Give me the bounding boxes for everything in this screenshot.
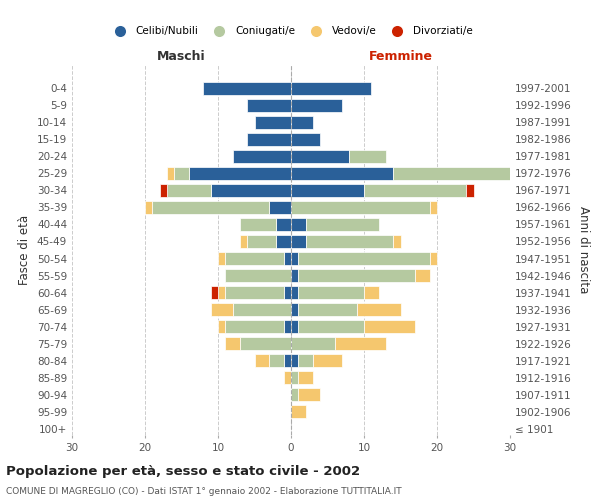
Bar xyxy=(298,388,320,401)
Bar xyxy=(430,201,437,214)
Bar xyxy=(226,269,291,282)
Bar xyxy=(211,303,233,316)
Bar xyxy=(233,303,291,316)
Bar xyxy=(277,218,291,231)
Bar xyxy=(240,218,277,231)
Bar xyxy=(291,338,335,350)
Bar xyxy=(226,338,240,350)
Bar xyxy=(298,252,430,265)
Bar xyxy=(291,269,298,282)
Bar xyxy=(189,167,291,179)
Bar xyxy=(254,354,269,367)
Bar xyxy=(415,269,430,282)
Bar xyxy=(298,286,364,299)
Bar xyxy=(284,372,291,384)
Bar xyxy=(145,201,152,214)
Bar xyxy=(291,303,298,316)
Bar xyxy=(298,269,415,282)
Bar xyxy=(240,338,291,350)
Bar xyxy=(269,354,284,367)
Bar xyxy=(291,406,305,418)
Bar xyxy=(160,184,167,197)
Bar xyxy=(247,235,277,248)
Bar xyxy=(305,218,379,231)
Bar xyxy=(466,184,473,197)
Bar xyxy=(291,184,364,197)
Bar xyxy=(233,150,291,162)
Text: Femmine: Femmine xyxy=(368,50,433,62)
Bar xyxy=(284,286,291,299)
Bar xyxy=(247,99,291,112)
Bar xyxy=(349,150,386,162)
Bar xyxy=(174,167,189,179)
Bar xyxy=(254,116,291,128)
Bar xyxy=(291,354,298,367)
Bar xyxy=(291,150,349,162)
Bar xyxy=(291,235,305,248)
Text: Maschi: Maschi xyxy=(157,50,206,62)
Bar xyxy=(291,286,298,299)
Bar xyxy=(152,201,269,214)
Bar xyxy=(291,218,305,231)
Bar xyxy=(167,167,174,179)
Bar xyxy=(298,354,313,367)
Bar xyxy=(291,133,320,145)
Bar xyxy=(298,372,313,384)
Bar xyxy=(291,320,298,333)
Bar xyxy=(430,252,437,265)
Bar xyxy=(226,252,284,265)
Y-axis label: Anni di nascita: Anni di nascita xyxy=(577,206,590,294)
Bar xyxy=(277,235,291,248)
Bar xyxy=(305,235,393,248)
Bar xyxy=(211,184,291,197)
Bar xyxy=(393,235,401,248)
Bar xyxy=(291,167,393,179)
Y-axis label: Fasce di età: Fasce di età xyxy=(19,215,31,285)
Bar xyxy=(269,201,291,214)
Bar xyxy=(291,201,430,214)
Bar xyxy=(291,116,313,128)
Bar xyxy=(313,354,342,367)
Bar xyxy=(298,320,364,333)
Bar xyxy=(284,320,291,333)
Bar xyxy=(356,303,401,316)
Bar xyxy=(240,235,247,248)
Bar xyxy=(226,286,284,299)
Bar xyxy=(291,252,298,265)
Bar xyxy=(298,303,356,316)
Bar xyxy=(291,99,342,112)
Bar xyxy=(393,167,539,179)
Bar xyxy=(284,252,291,265)
Bar xyxy=(218,320,226,333)
Text: COMUNE DI MAGREGLIO (CO) - Dati ISTAT 1° gennaio 2002 - Elaborazione TUTTITALIA.: COMUNE DI MAGREGLIO (CO) - Dati ISTAT 1°… xyxy=(6,488,401,496)
Bar xyxy=(218,252,226,265)
Bar xyxy=(291,388,298,401)
Bar xyxy=(247,133,291,145)
Bar xyxy=(291,372,298,384)
Bar xyxy=(167,184,211,197)
Bar xyxy=(364,320,415,333)
Bar xyxy=(203,82,291,94)
Bar xyxy=(211,286,218,299)
Bar xyxy=(291,82,371,94)
Bar xyxy=(226,320,284,333)
Text: Popolazione per età, sesso e stato civile - 2002: Popolazione per età, sesso e stato civil… xyxy=(6,465,360,478)
Bar xyxy=(284,354,291,367)
Bar xyxy=(218,286,226,299)
Bar xyxy=(364,286,379,299)
Bar xyxy=(364,184,466,197)
Legend: Celibi/Nubili, Coniugati/e, Vedovi/e, Divorziati/e: Celibi/Nubili, Coniugati/e, Vedovi/e, Di… xyxy=(106,22,476,40)
Bar xyxy=(335,338,386,350)
